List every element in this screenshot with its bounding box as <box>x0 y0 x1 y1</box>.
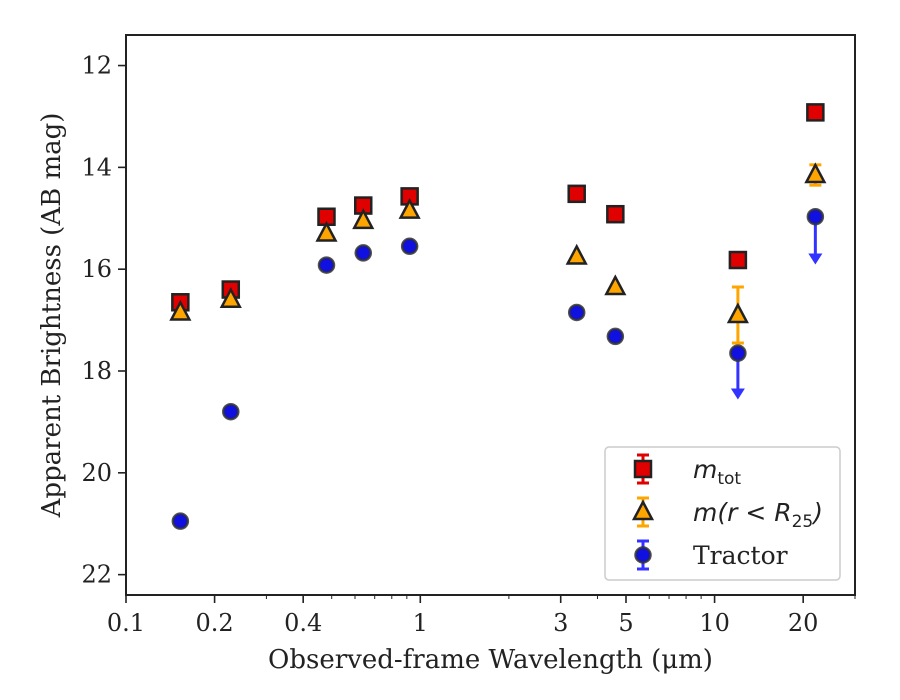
data-point <box>606 327 625 346</box>
legend-marker <box>633 459 653 479</box>
x-tick-label: 5 <box>618 609 633 637</box>
legend-box <box>604 446 841 581</box>
data-point <box>728 250 748 270</box>
data-point <box>806 207 825 226</box>
data-point <box>171 512 190 530</box>
data-point <box>606 204 625 224</box>
data-point <box>169 299 192 321</box>
y-tick-label: 20 <box>81 459 112 487</box>
y-tick-label: 14 <box>81 153 112 181</box>
axis-ticks: 0.1 0.2 0.4 1 3 5 10 20 12 14 16 18 20 22 <box>81 52 856 637</box>
y-axis-label: Apparent Brightness (AB mag) <box>37 113 67 519</box>
x-tick-label: 1 <box>413 609 428 637</box>
data-point <box>352 208 375 230</box>
data-point <box>567 184 586 204</box>
x-tick-label: 3 <box>553 609 568 637</box>
data-point <box>317 256 336 274</box>
y-tick-label: 12 <box>81 52 112 80</box>
data-point <box>222 402 240 421</box>
legend: mtot m(r < R25) Tractor <box>604 446 841 581</box>
data-point <box>400 237 419 256</box>
legend-marker <box>634 546 652 564</box>
legend-marker <box>631 499 655 521</box>
data-point <box>565 243 588 265</box>
data-point <box>315 220 338 242</box>
x-tick-label: 10 <box>699 609 730 637</box>
data-point <box>726 302 749 324</box>
upper-limit-arrow-head <box>808 253 823 265</box>
x-axis-label: Observed-frame Wavelength (μm) <box>268 645 713 675</box>
data-point <box>806 103 825 122</box>
y-tick-label: 18 <box>81 357 112 385</box>
legend-entry-label: mtot <box>693 455 741 489</box>
x-tick-label: 0.1 <box>107 609 145 637</box>
data-point <box>219 287 242 308</box>
x-tick-label: 20 <box>788 609 819 637</box>
data-point <box>604 274 627 296</box>
data-marks <box>169 103 827 530</box>
legend-entry-label: Tractor <box>693 541 788 570</box>
data-point <box>567 303 586 322</box>
y-tick-label: 22 <box>81 561 112 589</box>
data-point <box>804 162 827 184</box>
legend-entry-label: m(r < R25) <box>693 498 823 532</box>
data-point <box>354 244 373 262</box>
data-point <box>729 344 747 362</box>
y-tick-label: 16 <box>81 255 112 283</box>
upper-limit-arrow-head <box>730 388 745 400</box>
x-tick-label: 0.4 <box>284 609 322 637</box>
x-tick-label: 0.2 <box>196 609 234 637</box>
data-point <box>398 197 421 219</box>
plot-frame <box>125 34 856 596</box>
